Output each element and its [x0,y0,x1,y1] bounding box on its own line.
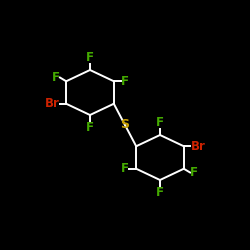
Text: F: F [52,71,60,84]
Text: F: F [121,162,129,175]
Text: Br: Br [190,140,206,153]
Text: F: F [86,121,94,134]
Text: F: F [156,116,164,129]
Text: F: F [190,166,198,179]
Text: Br: Br [44,97,60,110]
Text: F: F [156,186,164,199]
Text: F: F [86,51,94,64]
Text: F: F [121,75,129,88]
Text: S: S [120,118,130,132]
